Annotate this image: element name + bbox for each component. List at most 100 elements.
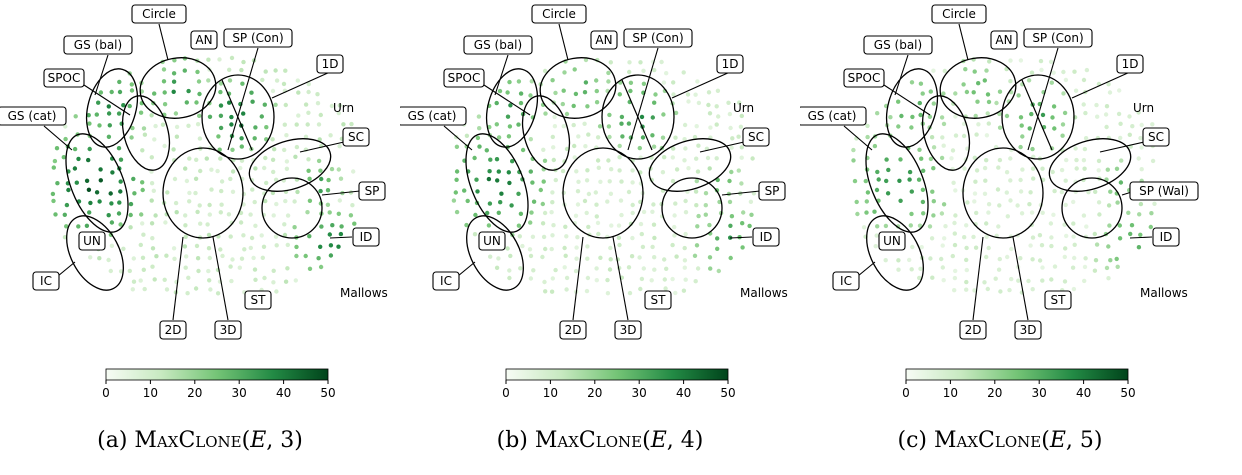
map-dot (928, 156, 934, 162)
map-dot (564, 146, 570, 152)
map-dot (187, 199, 192, 204)
map-dot (64, 202, 70, 208)
map-dot (109, 243, 115, 248)
map-dot (650, 133, 655, 138)
map-dot (910, 114, 915, 120)
map-dot (1072, 69, 1077, 74)
label-gs-bal: GS (bal) (74, 38, 122, 52)
map-dot (1008, 178, 1013, 183)
map-dot (714, 104, 719, 109)
map-dot (252, 136, 257, 141)
map-dot (283, 279, 289, 284)
map-dot (218, 210, 223, 215)
map-dot (672, 224, 677, 230)
map-dot (692, 253, 698, 258)
map-dot (207, 255, 212, 261)
map-dot (1062, 110, 1068, 116)
map-dot (727, 199, 733, 205)
map-dot (606, 124, 612, 129)
map-dot (1086, 190, 1091, 195)
leader-line (572, 236, 584, 321)
map-dot (316, 122, 322, 127)
map-dot (907, 177, 912, 182)
map-dot (929, 135, 935, 140)
map-dot (296, 113, 301, 118)
map-dot (273, 102, 278, 108)
map-dot (518, 266, 523, 271)
map-dot (617, 155, 622, 160)
map-dot (1031, 176, 1036, 181)
label-urn: Urn (333, 101, 354, 115)
map-dot (540, 201, 545, 207)
map-dot (1027, 202, 1032, 207)
map-dot (908, 223, 913, 228)
map-dot (1071, 199, 1076, 205)
map-dot (350, 203, 355, 208)
map-dot (72, 146, 78, 152)
map-dot (997, 157, 1003, 163)
map-dot (1127, 132, 1132, 137)
label-an: AN (595, 33, 612, 47)
map-dot (727, 111, 733, 117)
map-dot (219, 188, 224, 194)
map-dot (939, 256, 944, 262)
leader-line (883, 84, 931, 116)
map-dot (950, 148, 956, 153)
label-box-spoc (443, 68, 485, 88)
map-dot (303, 134, 309, 139)
map-dot (939, 115, 945, 120)
map-dot (486, 176, 492, 182)
map-dot (728, 255, 733, 261)
map-dot (140, 221, 145, 226)
caption-num: 3 (280, 428, 295, 453)
map-dot (505, 114, 511, 119)
map-dot (516, 79, 522, 84)
map-dot (863, 178, 868, 184)
map-dot (971, 90, 976, 95)
map-dot (976, 81, 981, 86)
map-dot (141, 232, 146, 237)
map-dot (52, 158, 58, 164)
map-dot (239, 144, 244, 149)
map-dot (1059, 167, 1065, 173)
map-dot (174, 134, 180, 139)
map-dot (583, 144, 588, 149)
map-dot (1030, 146, 1035, 152)
map-dot (464, 133, 470, 138)
map-dot (1115, 200, 1120, 205)
map-dot (1081, 158, 1087, 163)
cluster-outline-circle (939, 57, 1017, 119)
map-dot (985, 111, 990, 116)
map-dot (307, 234, 312, 239)
map-dot (1104, 104, 1110, 109)
map-dot (964, 257, 969, 263)
map-dot (74, 180, 80, 185)
map-dot (127, 103, 132, 109)
map-dot (961, 82, 966, 87)
map-dot (741, 210, 746, 215)
map-dot (472, 232, 478, 237)
map-dot (273, 234, 279, 239)
map-dot (910, 244, 915, 250)
label-un: UN (83, 234, 101, 248)
map-dot (294, 144, 300, 150)
map-dot (670, 155, 675, 160)
map-dot (339, 224, 344, 229)
map-dot (571, 103, 576, 109)
map-dot (63, 136, 68, 142)
map-dot (729, 169, 734, 175)
colorbar-tick-label: 10 (543, 386, 558, 400)
map-dot (694, 124, 699, 129)
map-dot (617, 242, 622, 248)
map-dot (1130, 124, 1135, 129)
label-mallows: Mallows (740, 286, 788, 300)
map-dot (153, 123, 158, 129)
map-dot (620, 134, 625, 139)
map-dot (896, 124, 901, 129)
map-dot (238, 220, 244, 225)
map-dot (949, 156, 954, 161)
map-dot (619, 179, 624, 184)
map-dot (140, 255, 146, 260)
map-dot (227, 100, 232, 105)
cluster-outline-sp (661, 177, 723, 239)
